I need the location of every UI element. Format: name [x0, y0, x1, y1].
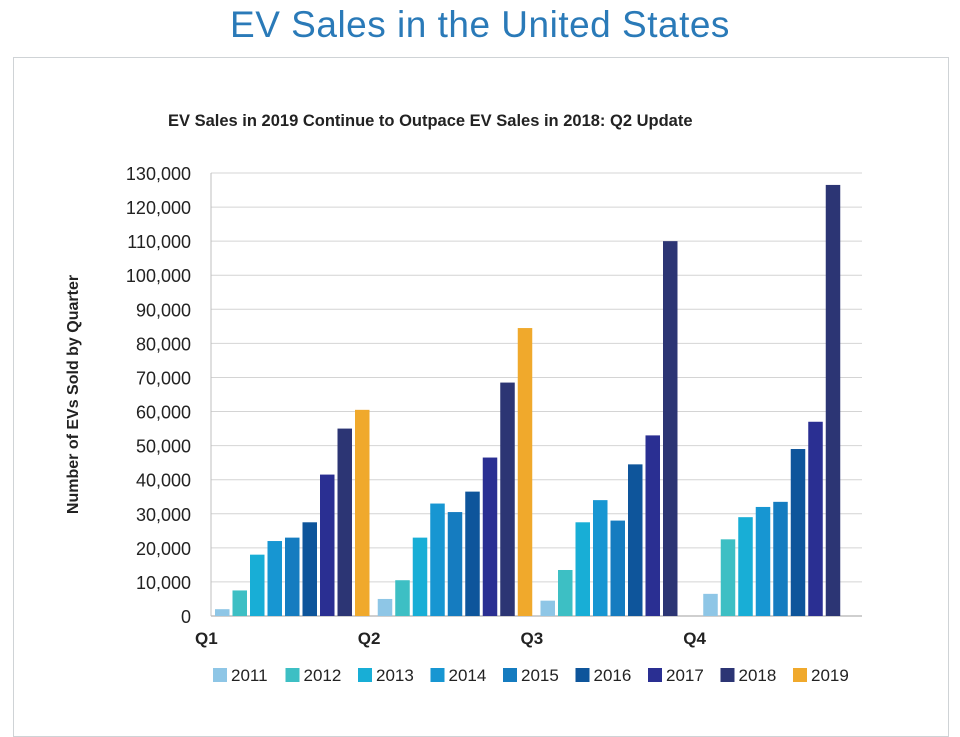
legend-swatch-2012 [285, 668, 300, 682]
bar-2015-q2 [447, 512, 463, 616]
bar-2017-q4 [808, 421, 823, 616]
y-tick-label: 60,000 [136, 403, 191, 423]
bar-2012-q2 [395, 580, 410, 616]
bar-2015-q1 [285, 537, 300, 616]
chart-title: EV Sales in 2019 Continue to Outpace EV … [168, 112, 693, 130]
bar-2019-q1 [355, 409, 370, 616]
bar-2017-q2 [482, 457, 498, 616]
y-tick-label: 30,000 [136, 505, 191, 525]
legend-label-2015: 2015 [521, 666, 559, 685]
bar-2014-q3 [593, 500, 608, 616]
legend-label-2018: 2018 [739, 666, 777, 685]
y-tick-label: 20,000 [136, 539, 191, 559]
legend-label-2011: 2011 [231, 666, 268, 685]
bar-2018-q3 [663, 241, 678, 616]
bar-2019-q2 [517, 328, 533, 616]
bar-2018-q1 [337, 428, 352, 616]
bar-2016-q4 [790, 449, 806, 616]
x-category-label: Q2 [358, 629, 381, 648]
y-tick-label: 90,000 [136, 300, 191, 320]
legend-swatch-2014 [430, 668, 445, 682]
bar-2015-q4 [773, 501, 788, 616]
bar-2014-q2 [430, 503, 445, 616]
bar-2011-q2 [377, 598, 393, 616]
y-tick-label: 100,000 [126, 266, 191, 286]
y-axis-label: Number of EVs Sold by Quarter [65, 275, 82, 514]
bar-2018-q4 [825, 184, 841, 616]
y-tick-label: 50,000 [136, 437, 191, 457]
y-tick-label: 80,000 [136, 334, 191, 354]
bar-2013-q1 [250, 554, 265, 616]
legend-label-2019: 2019 [811, 666, 849, 685]
y-tick-label: 10,000 [136, 573, 191, 593]
legend-swatch-2019 [793, 668, 807, 682]
y-tick-label: 120,000 [126, 198, 191, 218]
y-tick-label: 40,000 [136, 471, 191, 491]
bar-2018-q2 [500, 382, 515, 616]
bar-2012-q1 [232, 590, 247, 616]
bar-2015-q3 [610, 520, 625, 616]
legend-label-2016: 2016 [594, 666, 632, 685]
y-tick-label: 70,000 [136, 368, 191, 388]
bar-2016-q2 [465, 491, 480, 616]
bar-2017-q3 [645, 435, 660, 616]
bar-2011-q3 [540, 600, 555, 616]
legend-swatch-2015 [503, 668, 517, 682]
bar-2016-q1 [302, 522, 317, 616]
x-category-label: Q1 [195, 629, 218, 648]
bar-2014-q4 [755, 506, 771, 616]
bar-2013-q4 [738, 517, 753, 616]
bar-2012-q4 [720, 539, 736, 616]
bar-2017-q1 [320, 474, 335, 616]
bar-2016-q3 [628, 464, 643, 616]
legend-swatch-2018 [720, 668, 735, 682]
legend-swatch-2011 [213, 668, 227, 682]
legend-label-2014: 2014 [449, 666, 487, 685]
legend-swatch-2013 [358, 668, 372, 682]
bar-2012-q3 [558, 569, 573, 616]
legend-label-2017: 2017 [666, 666, 704, 685]
chart-frame [13, 57, 949, 737]
bar-2013-q3 [575, 522, 590, 616]
legend-swatch-2016 [575, 668, 590, 682]
bar-chart: 0 10,000 20,000 30,000 40,000 50,000 60,000 70,… [65, 164, 862, 685]
legend-label-2013: 2013 [376, 666, 414, 685]
x-category-label: Q3 [521, 629, 544, 648]
legend-label-2012: 2012 [304, 666, 342, 685]
y-tick-label: 110,000 [127, 232, 191, 252]
page-title: EV Sales in the United States [230, 4, 730, 45]
bar-2013-q2 [412, 537, 428, 616]
y-tick-label: 130,000 [126, 164, 191, 184]
x-category-label: Q4 [683, 629, 706, 648]
bar-2011-q1 [215, 609, 230, 616]
y-tick-label: 0 [181, 607, 191, 627]
bar-2014-q1 [267, 541, 282, 616]
legend-swatch-2017 [648, 668, 662, 682]
bar-2011-q4 [703, 593, 718, 616]
